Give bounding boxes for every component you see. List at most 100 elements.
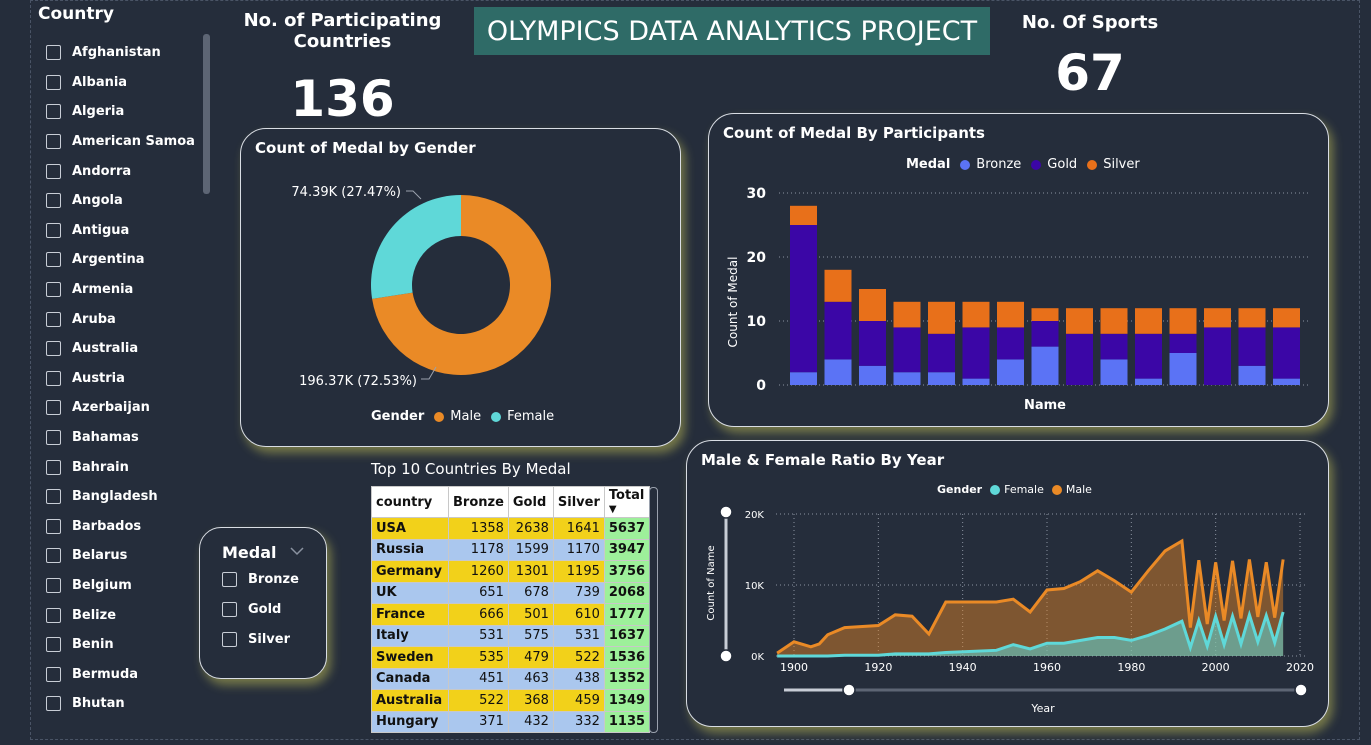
bar-segment-bronze[interactable] [928,372,955,385]
bar-segment-silver[interactable] [1066,308,1093,334]
checkbox[interactable] [222,602,237,617]
bar-segment-silver[interactable] [962,301,990,328]
ratio-area-chart[interactable]: 0K 10K 20K 1900 1920 1940 1960 1980 2000 2020 Cou… [687,441,1330,728]
bar-segment-gold[interactable] [997,327,1024,360]
bar-segment-bronze[interactable] [790,372,817,385]
table-row[interactable]: USA 1358 2638 1641 5637 [371,517,651,540]
bar-segment-silver[interactable] [997,301,1024,328]
participants-bar-chart[interactable]: 0 10 20 30 Count of Medal Name [709,114,1330,428]
bar-segment-silver[interactable] [790,205,817,225]
bar-segment-silver[interactable] [928,301,955,334]
country-option[interactable]: American Samoa [46,127,195,157]
country-option[interactable]: Afghanistan [46,38,195,68]
country-option[interactable]: Angola [46,186,195,216]
bar-segment-silver[interactable] [1100,308,1128,334]
bar-segment-gold[interactable] [893,327,921,373]
table-row[interactable]: Canada 451 463 438 1352 [371,667,651,690]
x-range-slider-handle-left[interactable] [842,683,856,697]
bar-segment-gold[interactable] [1135,333,1162,379]
table-row[interactable]: Italy 531 575 531 1637 [371,624,651,647]
bar-segment-silver[interactable] [1273,308,1300,328]
checkbox[interactable] [46,134,61,150]
y-range-slider-handle-bottom[interactable] [719,649,733,663]
bar-segment-bronze[interactable] [1238,365,1266,385]
col-header-gold[interactable]: Gold [507,486,554,518]
country-option[interactable]: Aruba [46,304,195,334]
checkbox[interactable] [46,282,61,298]
donut-slice-male[interactable] [372,195,551,375]
bar-segment-bronze[interactable] [1031,346,1059,385]
country-option[interactable]: Austria [46,364,195,394]
country-option[interactable]: Armenia [46,275,195,305]
checkbox[interactable] [46,252,61,268]
checkbox[interactable] [46,518,61,534]
country-option[interactable]: Azerbaijan [46,393,195,423]
bar-segment-bronze[interactable] [1273,378,1300,385]
checkbox[interactable] [46,548,61,564]
checkbox[interactable] [46,400,61,416]
checkbox[interactable] [46,370,61,386]
bar-segment-silver[interactable] [1031,308,1059,321]
checkbox[interactable] [46,607,61,623]
table-row[interactable]: Sweden 535 479 522 1536 [371,646,651,669]
checkbox[interactable] [222,572,237,587]
col-header-country[interactable]: country [371,486,449,518]
bar-segment-gold[interactable] [928,333,955,373]
x-range-slider-handle-right[interactable] [1294,683,1308,697]
bar-segment-silver[interactable] [1204,308,1231,328]
participants-chart-panel[interactable]: Count of Medal By Participants Medal Bro… [708,113,1329,427]
country-slicer[interactable]: Country Afghanistan Albania Algeria America… [36,4,216,726]
checkbox[interactable] [46,222,61,238]
country-option[interactable]: Belgium [46,571,195,601]
table-row[interactable]: France 666 501 610 1777 [371,603,651,626]
bar-segment-silver[interactable] [1169,308,1197,334]
country-option[interactable]: Belize [46,600,195,630]
bar-segment-gold[interactable] [1031,321,1059,347]
country-option[interactable]: Antigua [46,216,195,246]
line-female[interactable] [777,609,1285,658]
table-scrollbar[interactable] [649,487,658,733]
checkbox[interactable] [46,45,61,61]
bar-segment-gold[interactable] [962,327,990,379]
table-row[interactable]: Russia 1178 1599 1170 3947 [371,538,651,561]
checkbox[interactable] [46,163,61,179]
bar-segment-gold[interactable] [1238,327,1266,366]
checkbox[interactable] [46,696,61,712]
country-option[interactable]: Bhutan [46,689,195,719]
country-list[interactable]: Afghanistan Albania Algeria American Samoa A… [46,38,195,719]
donut-slice-female[interactable] [371,195,461,299]
bar-segment-silver[interactable] [1135,308,1162,334]
checkbox[interactable] [46,430,61,446]
bar-segment-bronze[interactable] [1100,359,1128,385]
ratio-chart-panel[interactable]: Male & Female Ratio By Year Gender Femal… [686,440,1329,727]
checkbox[interactable] [46,311,61,327]
top10-table[interactable]: country Bronze Gold Silver Total ▼ USA 135… [371,486,651,733]
checkbox[interactable] [46,104,61,120]
country-option[interactable]: Bangladesh [46,482,195,512]
country-option[interactable]: Australia [46,334,195,364]
checkbox[interactable] [46,193,61,209]
country-option[interactable]: Benin [46,630,195,660]
bar-segment-bronze[interactable] [997,359,1024,385]
country-option[interactable]: Bermuda [46,659,195,689]
bar-segment-silver[interactable] [824,269,852,302]
chevron-down-icon[interactable] [290,546,304,556]
bar-segment-gold[interactable] [790,225,817,373]
checkbox[interactable] [46,74,61,90]
country-option[interactable]: Albania [46,68,195,98]
medal-option-silver[interactable]: Silver [222,632,290,647]
checkbox[interactable] [46,459,61,475]
medal-option-bronze[interactable]: Bronze [222,572,299,587]
bar-segment-gold[interactable] [1273,327,1300,379]
table-row[interactable]: Hungary 371 432 332 1135 [371,710,651,733]
bar-segment-bronze[interactable] [1169,353,1197,385]
bar-segment-silver[interactable] [859,289,886,321]
checkbox[interactable] [46,637,61,653]
table-row[interactable]: Australia 522 368 459 1349 [371,689,651,712]
checkbox[interactable] [46,577,61,593]
checkbox[interactable] [222,632,237,647]
country-option[interactable]: Argentina [46,245,195,275]
checkbox[interactable] [46,489,61,505]
country-option[interactable]: Algeria [46,97,195,127]
gender-donut-chart[interactable]: 74.39K (27.47%) 196.37K (72.53%) [241,129,682,448]
